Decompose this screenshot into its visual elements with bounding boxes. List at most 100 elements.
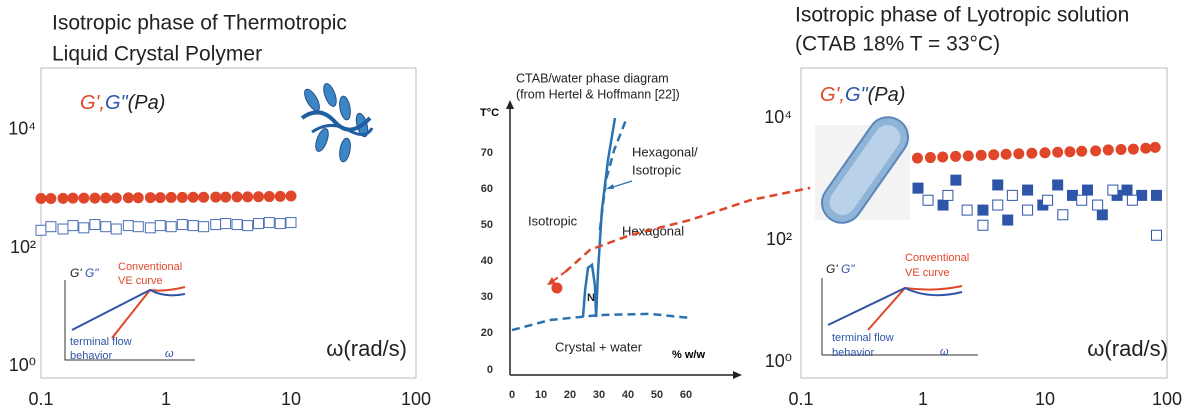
- data-point: [950, 150, 962, 162]
- data-point: [176, 219, 188, 231]
- data-point: [1042, 194, 1054, 206]
- data-point: [1064, 146, 1076, 158]
- data-point: [992, 199, 1004, 211]
- pointer-arrow: [552, 271, 566, 282]
- y-tick-label: 10⁴: [8, 119, 36, 139]
- pointer-arrow: [547, 277, 556, 285]
- x-axis-label: % w/w: [672, 349, 705, 361]
- inset-label: Conventional: [118, 261, 182, 273]
- micelle-image: [815, 116, 910, 224]
- legend: G',G"(Pa): [820, 84, 905, 106]
- y-tick-label: 0: [487, 364, 493, 376]
- data-point: [1076, 194, 1088, 206]
- data-point: [975, 149, 987, 161]
- data-point: [1150, 229, 1162, 241]
- data-point: [551, 282, 563, 294]
- data-point: [937, 199, 949, 211]
- legend-entry: G': [820, 84, 841, 106]
- legend-entry: G': [80, 92, 101, 114]
- inset-label: VE curve: [118, 275, 163, 287]
- y-tick-label: 20: [481, 327, 493, 339]
- data-point: [144, 192, 156, 204]
- inset-label: G": [841, 262, 855, 276]
- y-axis-label: (Pa): [868, 84, 906, 106]
- plot-frame: [800, 67, 1168, 379]
- panel-title: (from Hertel & Hoffmann [22]): [516, 87, 680, 101]
- data-point: [992, 179, 1004, 191]
- polymer-icon: [300, 83, 374, 163]
- phase-boundary: [581, 262, 598, 318]
- x-axis-label: ω(rad/s): [326, 336, 407, 361]
- data-point: [1000, 148, 1012, 160]
- data-point: [962, 150, 974, 162]
- data-point: [1121, 184, 1133, 196]
- data-point: [1140, 142, 1152, 154]
- phase-boundary: [511, 312, 691, 332]
- annotation: Hexagonal: [622, 223, 684, 238]
- y-tick-label: 60: [481, 183, 493, 195]
- y-tick-label: 10⁰: [765, 351, 792, 371]
- data-point: [67, 192, 79, 204]
- panel-title: (CTAB 18% T = 33°C): [795, 33, 1000, 56]
- data-point: [242, 220, 254, 232]
- y-tick-label: 10²: [766, 229, 792, 249]
- data-point: [57, 223, 69, 235]
- inset-label: behavior: [832, 347, 875, 359]
- x-tick-label: 1: [918, 389, 928, 409]
- inset: G' G" Conventional VE curve terminal flo…: [821, 252, 978, 359]
- data-point: [1150, 189, 1162, 201]
- data-point: [45, 221, 57, 233]
- x-tick-label: 30: [593, 389, 605, 401]
- data-point: [89, 219, 101, 231]
- inset-label: G' G": [826, 262, 855, 276]
- annotation: N: [587, 292, 595, 304]
- data-point: [110, 192, 122, 204]
- data-point: [1013, 148, 1025, 160]
- data-point: [1039, 147, 1051, 159]
- data-point: [1096, 209, 1108, 221]
- data-point: [922, 194, 934, 206]
- phase-boundary: [594, 117, 617, 318]
- data-point: [285, 190, 297, 202]
- y-axis-label: (Pa): [128, 92, 166, 114]
- data-point: [165, 191, 177, 203]
- inset-label: Conventional: [905, 252, 969, 264]
- data-point: [132, 221, 144, 233]
- x-tick-label: 10: [281, 389, 301, 409]
- data-point: [263, 217, 275, 229]
- data-point: [912, 182, 924, 194]
- annotation: Hexagonal/: [632, 144, 698, 159]
- inset-label: G': [70, 266, 82, 280]
- inset-label: VE curve: [905, 267, 950, 279]
- y-tick-label: 10⁴: [764, 107, 792, 127]
- x-tick-label: 0.1: [28, 389, 53, 409]
- data-point: [977, 219, 989, 231]
- data-point: [1092, 199, 1104, 211]
- x-tick-label: 0: [509, 389, 515, 401]
- panel-title: Isotropic phase of Lyotropic solution: [795, 4, 1129, 27]
- data-point: [274, 190, 286, 202]
- data-point: [210, 191, 222, 203]
- data-point: [165, 221, 177, 233]
- data-point: [1136, 189, 1148, 201]
- inset-label: G': [826, 262, 838, 276]
- data-point: [1107, 184, 1119, 196]
- data-point: [1076, 145, 1088, 157]
- data-point: [176, 191, 188, 203]
- phase-boundary: [564, 186, 811, 274]
- data-point: [57, 192, 69, 204]
- pointer-arrow: [609, 180, 633, 189]
- data-point: [231, 219, 243, 231]
- x-tick-label: 60: [680, 389, 692, 401]
- x-tick-label: 100: [1152, 389, 1182, 409]
- inset: G' G" Conventional VE curve terminal flo…: [64, 261, 195, 362]
- data-point: [220, 191, 232, 203]
- data-point: [35, 224, 47, 236]
- inset-label: behavior: [70, 350, 113, 362]
- data-point: [1002, 214, 1014, 226]
- legend-separator: ,: [99, 92, 105, 114]
- data-point: [35, 193, 47, 205]
- inset-label: ω: [165, 348, 174, 360]
- data-point: [154, 220, 166, 232]
